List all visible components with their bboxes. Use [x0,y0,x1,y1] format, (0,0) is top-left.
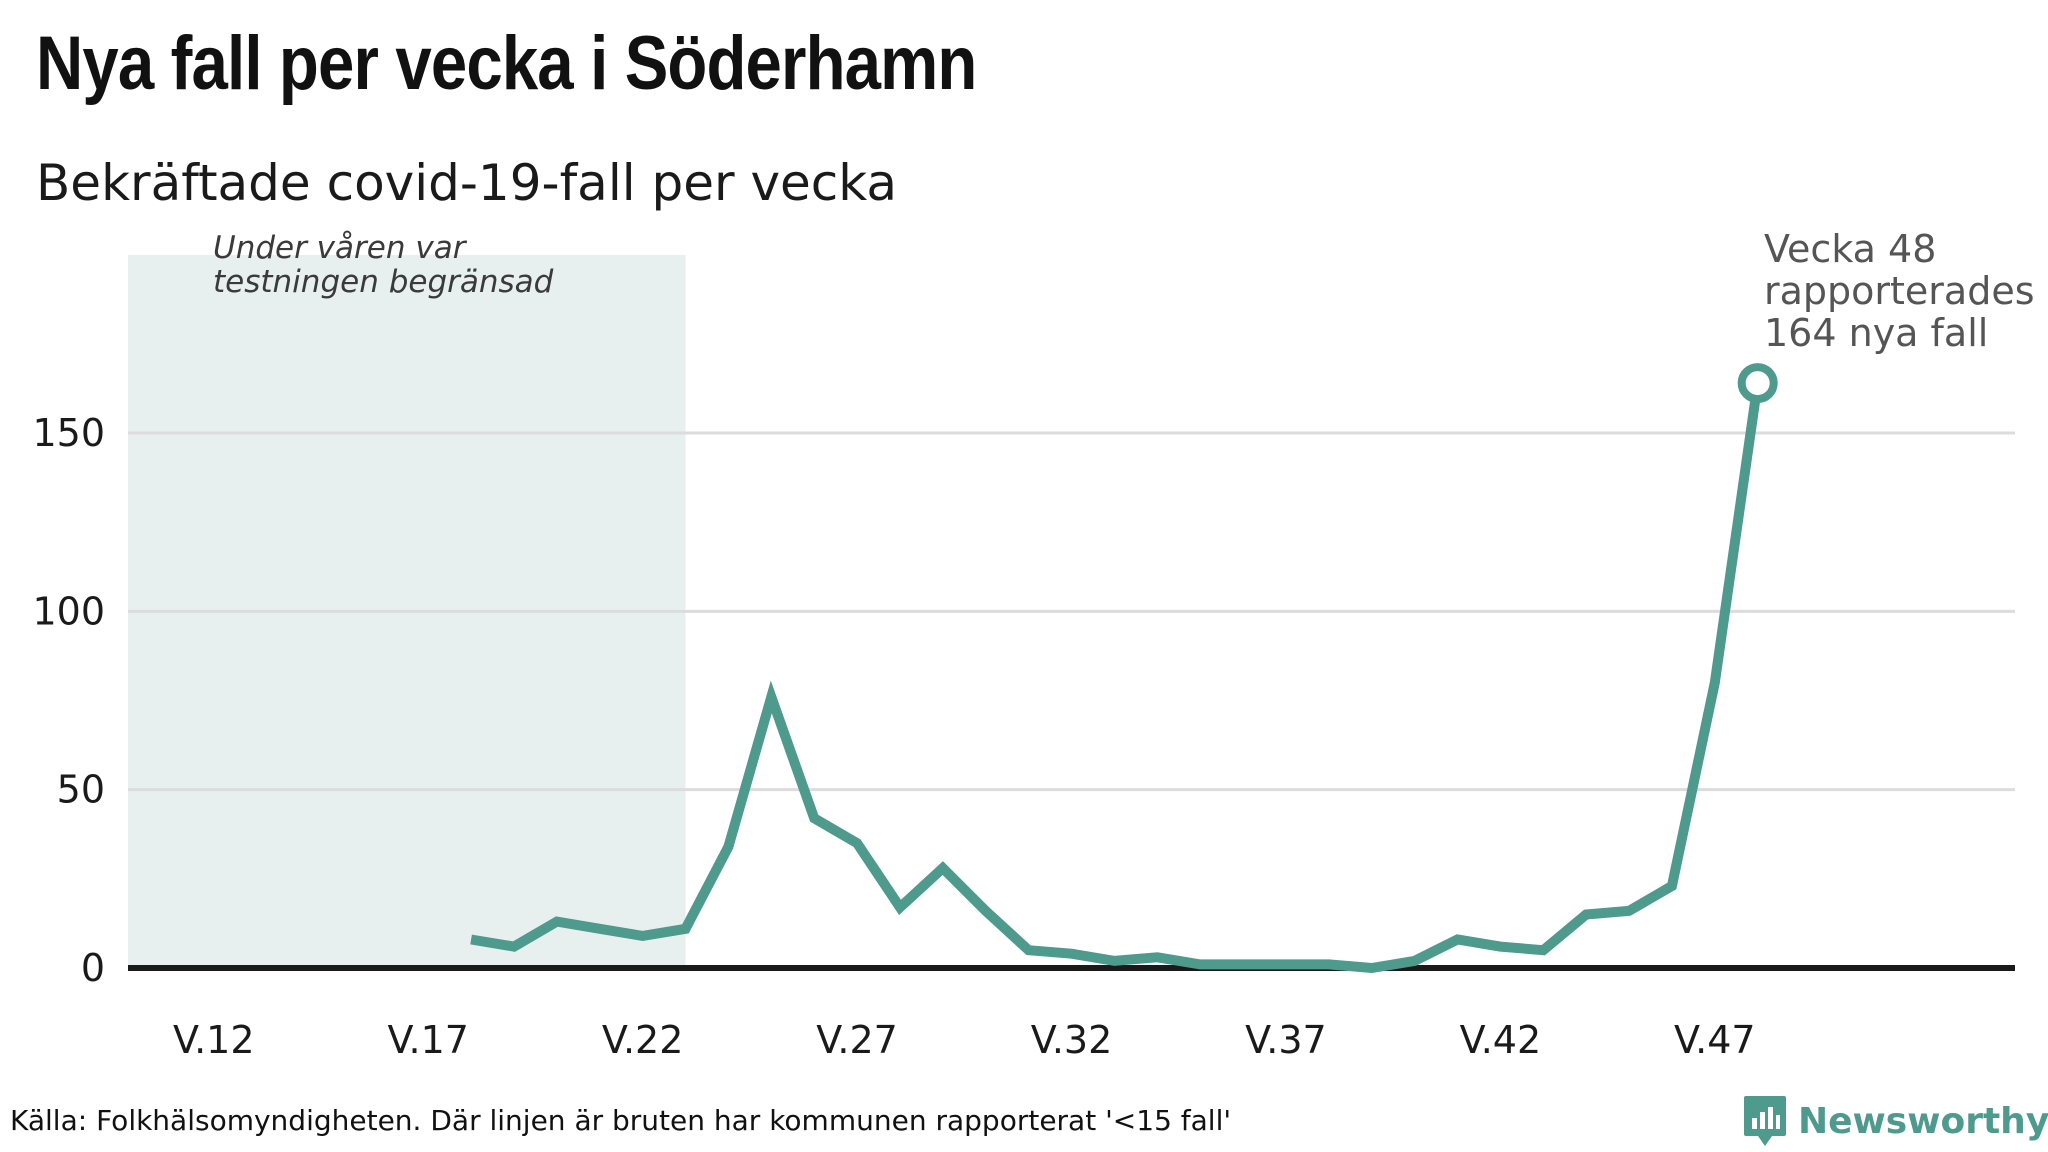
shaded-region-note: Under våren var [213,230,468,266]
newsworthy-logo-icon [1744,1096,1786,1146]
x-tick-label: V.47 [1674,1018,1756,1062]
data-point [811,815,817,821]
data-point [1626,908,1632,914]
data-point [640,933,646,939]
newsworthy-logo-text: Newsworthy [1798,1100,2048,1142]
data-point [1540,947,1546,953]
x-tick-label: V.12 [173,1018,255,1062]
data-point [1197,961,1203,967]
x-tick-label: V.17 [387,1018,469,1062]
data-point [1111,958,1117,964]
y-tick-label: 100 [32,589,105,633]
data-point [554,919,560,925]
data-point [725,844,731,850]
x-tick-label: V.32 [1031,1018,1113,1062]
data-point [1069,951,1075,957]
highlight-annotation: Vecka 48 [1764,227,1936,271]
data-point [983,908,989,914]
data-point [1026,947,1032,953]
data-point [854,840,860,846]
chart-title: Nya fall per vecka i Söderhamn [36,21,977,106]
data-point [1497,944,1503,950]
chart-subtitle: Bekräftade covid-19-fall per vecka [36,154,898,212]
source-note: Källa: Folkhälsomyndigheten. Där linjen … [10,1104,1232,1137]
data-point [1326,961,1332,967]
data-point [683,926,689,932]
data-point [1240,961,1246,967]
data-point [1412,958,1418,964]
highlight-marker [1737,363,1778,404]
data-point [768,694,774,700]
data-point [1669,883,1675,889]
data-point [597,926,603,932]
data-point [511,944,517,950]
x-tick-label: V.27 [816,1018,898,1062]
data-point [1583,912,1589,918]
newsworthy-logo: Newsworthy [1742,1094,2048,1148]
x-tick-label: V.42 [1460,1018,1542,1062]
data-point [1712,680,1718,686]
data-point [1454,936,1460,942]
y-tick-label: 0 [81,946,105,990]
data-point [940,865,946,871]
shaded-region-note: testningen begränsad [213,264,554,300]
data-point [897,904,903,910]
data-point [1154,954,1160,960]
data-point [1369,965,1375,971]
series-line [470,382,1763,974]
x-tick-label: V.22 [602,1018,684,1062]
data-point [1283,961,1289,967]
highlight-annotation: rapporterades [1764,269,2035,313]
x-tick-label: V.37 [1245,1018,1327,1062]
y-tick-label: 150 [32,411,105,455]
data-point [468,936,474,942]
y-tick-label: 50 [57,768,105,812]
highlight-annotation: 164 nya fall [1764,311,1988,355]
